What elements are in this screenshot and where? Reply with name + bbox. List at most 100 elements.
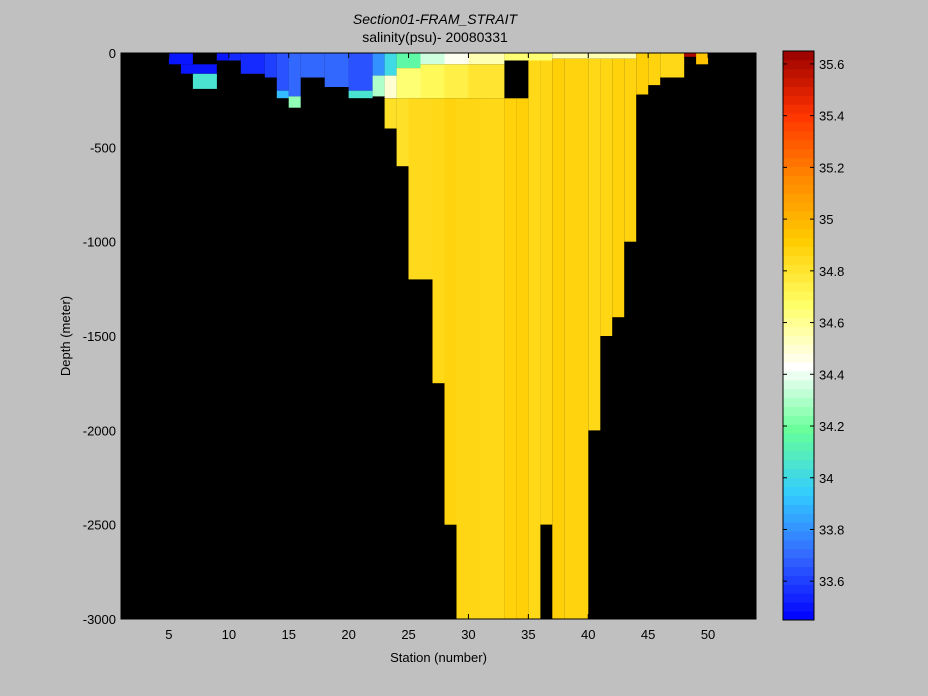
heatmap-cell [684, 53, 697, 57]
x-tick-label: 20 [341, 627, 355, 642]
heatmap-cell [444, 64, 469, 99]
heatmap-cell [444, 98, 457, 525]
colorbar-swatch [783, 531, 814, 541]
colorbar-swatch [783, 504, 814, 514]
colorbar-swatch [783, 299, 814, 310]
heatmap-cell [300, 53, 325, 78]
heatmap-cell [372, 75, 385, 97]
colorbar-tick-label: 34 [819, 471, 833, 486]
heatmap-cell [516, 98, 529, 620]
colorbar-swatch [783, 264, 814, 274]
heatmap-cell [552, 58, 565, 619]
x-tick-label: 35 [521, 627, 535, 642]
heatmap-cell [468, 64, 505, 99]
heatmap-cell [216, 53, 229, 61]
chart-subtitle: salinity(psu)- 20080331 [362, 29, 508, 45]
x-tick-label: 25 [401, 627, 415, 642]
heatmap-cell [648, 53, 661, 86]
heatmap-cell [660, 53, 685, 78]
heatmap-cell [396, 68, 421, 99]
y-axis: 0 -500 -1000 -1500 -2000 -2500 -3000 [83, 46, 756, 627]
colorbar-swatch [783, 51, 814, 61]
heatmap-cell [456, 98, 481, 620]
colorbar-swatch [783, 104, 814, 114]
colorbar-swatch [783, 95, 814, 105]
heatmap-cell [240, 53, 265, 74]
colorbar-swatch [783, 148, 814, 159]
colorbar-swatch [783, 77, 814, 87]
colorbar-swatch [783, 175, 814, 185]
colorbar-swatch [783, 371, 814, 381]
colorbar-swatch [783, 575, 814, 585]
heatmap-cell [528, 60, 541, 619]
colorbar-swatch [783, 193, 814, 203]
heatmap-cell [588, 58, 601, 431]
y-tick-label: -2000 [83, 423, 116, 438]
colorbar-swatch [783, 548, 814, 559]
colorbar-swatch [783, 237, 814, 247]
colorbar-swatch [783, 486, 814, 496]
colorbar-swatch [783, 495, 814, 505]
colorbar-tick-label: 34.2 [819, 419, 844, 434]
colorbar-tick-label: 35.6 [819, 57, 844, 72]
colorbar-swatch [783, 122, 814, 132]
y-tick-label: 0 [109, 46, 116, 61]
heatmap-cell [444, 53, 469, 65]
colorbar-swatch [783, 362, 814, 372]
x-axis: 5 10 15 20 25 30 35 40 45 50 [165, 53, 715, 642]
y-axis-label: Depth (meter) [58, 296, 73, 376]
colorbar-swatch [783, 184, 814, 194]
heatmap-cell [696, 53, 709, 65]
colorbar-swatch [783, 344, 814, 354]
y-tick-label: -2500 [83, 518, 116, 533]
x-axis-label: Station (number) [390, 650, 487, 665]
heatmap-cell [564, 58, 589, 619]
colorbar-swatch [783, 335, 814, 345]
y-tick-label: -3000 [83, 612, 116, 627]
heatmap-cell [192, 73, 217, 89]
colorbar-swatch [783, 326, 814, 336]
colorbar-swatch [783, 593, 814, 603]
heatmap-cell [540, 60, 553, 525]
colorbar-tick-label: 34.4 [819, 367, 844, 382]
heatmap-cell [624, 58, 637, 242]
colorbar-frame [782, 50, 815, 621]
heatmap-cell [420, 53, 445, 65]
heatmap-cell [348, 90, 373, 99]
colorbar-swatch [783, 566, 814, 576]
x-tick-label: 10 [222, 627, 236, 642]
colorbar-swatch [783, 86, 814, 96]
colorbar-swatch [783, 139, 814, 150]
x-tick-label: 15 [282, 627, 296, 642]
heatmap-cell [396, 98, 409, 167]
colorbar-swatch [783, 68, 814, 79]
heatmap-cell [324, 53, 349, 87]
colorbar-swatch [783, 113, 814, 123]
heatmap-cell [432, 98, 445, 384]
colorbar-swatch [783, 611, 814, 621]
heatmap-cells [168, 53, 709, 620]
heatmap-cell [384, 53, 397, 76]
heatmap-cell [636, 53, 649, 95]
colorbar-tick-label: 33.8 [819, 522, 844, 537]
colorbar-swatch [783, 282, 814, 292]
colorbar-swatch [783, 602, 814, 612]
colorbar-swatch [783, 353, 814, 363]
heatmap-cell [480, 98, 505, 620]
colorbar-swatch [783, 246, 814, 256]
colorbar-swatch [783, 522, 814, 532]
heatmap-cell [408, 98, 433, 280]
heatmap-cell [348, 53, 373, 91]
colorbar-swatch [783, 131, 814, 141]
colorbar-swatch [783, 513, 814, 523]
heatmap-cell [180, 64, 217, 74]
colorbar-swatch [783, 228, 814, 239]
colorbar-swatch [783, 166, 814, 176]
y-tick-label: -1000 [83, 235, 116, 250]
heatmap-cell [264, 53, 277, 78]
heatmap-cell [600, 58, 613, 336]
colorbar-tick-label: 34.8 [819, 264, 844, 279]
heatmap-cell [504, 98, 517, 620]
colorbar-swatch [783, 584, 814, 594]
